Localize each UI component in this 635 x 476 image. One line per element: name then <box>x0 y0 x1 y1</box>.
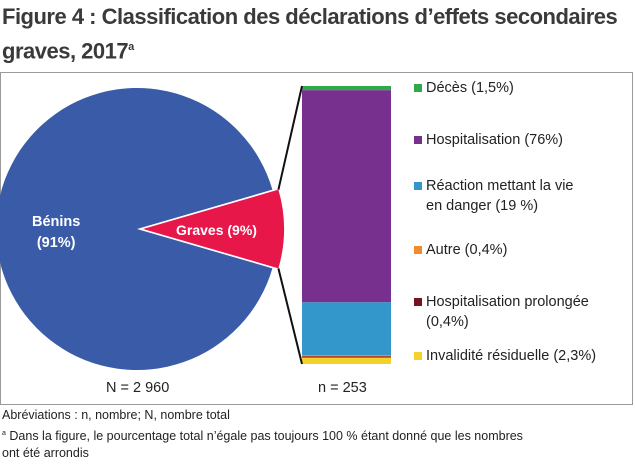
connector-line-top <box>277 85 303 190</box>
legend-swatch-5 <box>414 352 422 360</box>
pie-label-graves: Graves (9%) <box>176 222 257 238</box>
legend-label-0: Décès (1,5%) <box>426 80 514 96</box>
bar-segment-0 <box>302 86 391 91</box>
legend-label-1: Hospitalisation (76%) <box>426 132 564 148</box>
bar-segment-4 <box>302 356 391 358</box>
bar-segment-5 <box>302 357 391 364</box>
legend-swatch-1 <box>414 136 422 144</box>
legend-swatch-2 <box>414 182 422 190</box>
legend-swatch-4 <box>414 298 422 306</box>
pie-slice-benins <box>0 88 273 370</box>
legend-label-4: Hospitalisation prolongée (0,4%) <box>426 294 589 330</box>
pie-n-label: N = 2 960 <box>106 380 170 396</box>
footnote-note: a Dans la figure, le pourcentage total n… <box>2 429 523 461</box>
legend-swatch-0 <box>414 84 422 92</box>
legend-label-5: Invalidité résiduelle (2,3%) <box>426 348 597 364</box>
bar-segment-3 <box>302 355 391 357</box>
footnote-abbrev: Abréviations : n, nombre; N, nombre tota… <box>2 408 230 422</box>
legend-swatch-3 <box>414 246 422 254</box>
legend-label-2: Réaction mettant la vie en danger (19 %) <box>426 178 574 214</box>
bar-segment-2 <box>302 302 391 356</box>
bar-n-label: n = 253 <box>318 380 367 396</box>
chart-title: Figure 4 : Classification des déclaratio… <box>2 4 618 64</box>
bar-segment-1 <box>302 90 391 303</box>
pie-slice-graves <box>143 189 284 269</box>
legend-label-3: Autre (0,4%) <box>426 242 508 258</box>
pie-label-benins: Bénins (91%) <box>32 214 81 251</box>
connector-line-bottom <box>277 268 303 365</box>
